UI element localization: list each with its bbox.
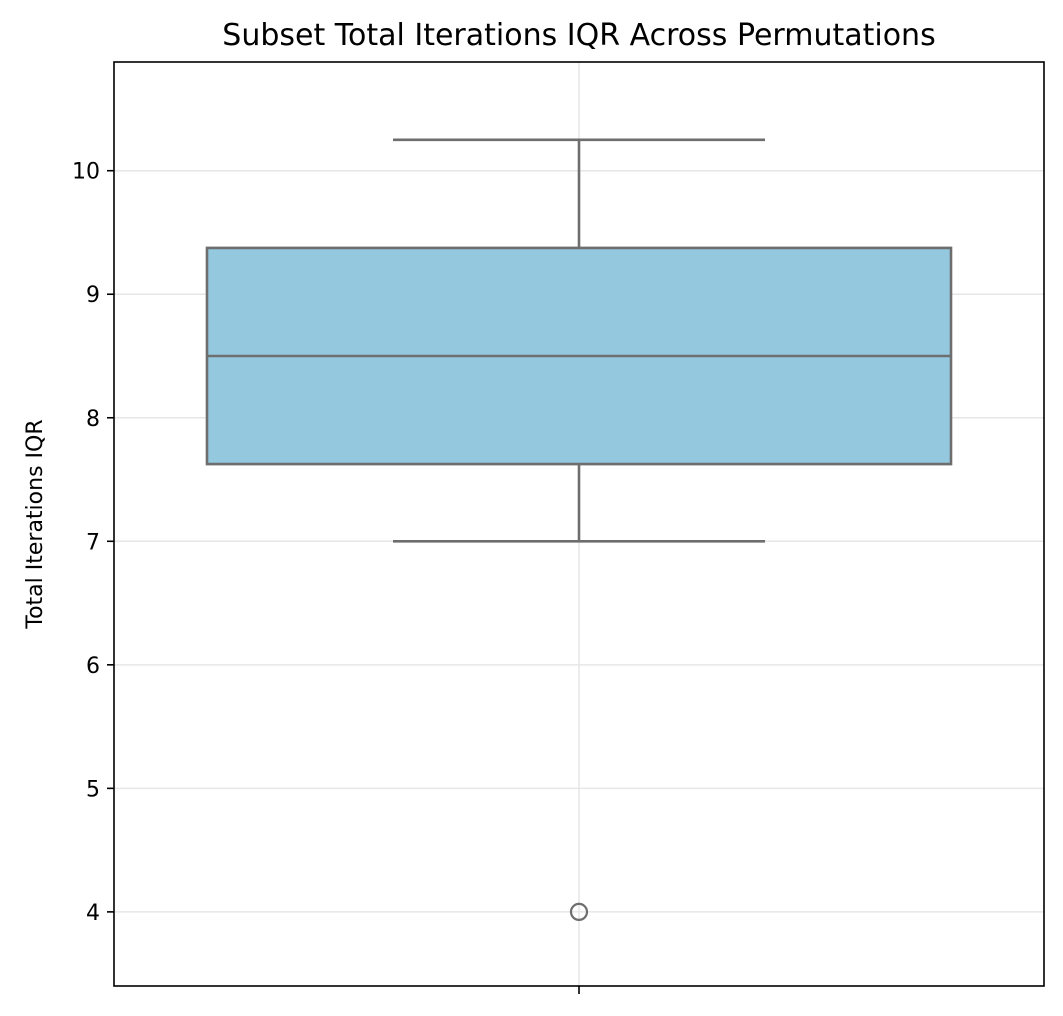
y-tick-label: 10 <box>72 160 100 185</box>
y-axis-label: Total Iterations IQR <box>23 419 48 629</box>
y-tick-label: 4 <box>86 901 100 926</box>
y-tick-label: 7 <box>86 530 100 555</box>
y-tick-label: 5 <box>86 777 100 802</box>
y-tick-label: 9 <box>86 283 100 308</box>
y-tick-label: 8 <box>86 407 100 432</box>
y-axis-ticks: 4 5 6 7 8 9 10 <box>72 160 114 926</box>
chart-title: Subset Total Iterations IQR Across Permu… <box>222 18 935 53</box>
box-plot <box>205 138 953 921</box>
y-tick-label: 6 <box>86 654 100 679</box>
outlier-point <box>569 902 589 921</box>
